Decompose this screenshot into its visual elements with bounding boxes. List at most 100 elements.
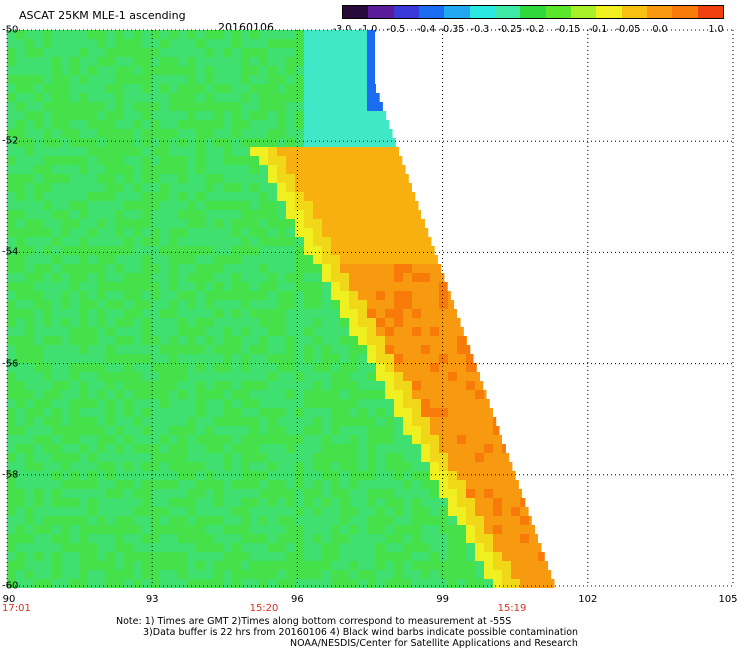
data-cell [331,552,340,561]
data-cell [313,489,322,498]
data-cell [16,336,25,345]
data-cell [16,561,25,570]
data-cell [106,282,115,291]
data-cell [61,336,70,345]
data-cell [214,516,223,525]
data-cell [205,156,214,165]
data-cell [187,345,196,354]
data-cell [43,291,52,300]
data-cell [106,579,115,588]
data-cell [79,228,88,237]
data-cell [106,291,115,300]
data-cell [439,399,448,408]
data-cell [277,156,286,165]
data-cell [16,57,25,66]
data-cell [61,57,70,66]
data-cell [160,120,169,129]
data-cell [7,291,16,300]
data-cell [70,255,79,264]
data-cell [259,210,268,219]
data-cell [187,183,196,192]
data-cell [34,516,43,525]
data-cell [259,381,268,390]
data-cell [268,525,277,534]
data-cell [52,210,61,219]
data-cell [43,39,52,48]
data-cell [439,345,448,354]
data-cell [223,93,232,102]
data-cell [331,165,340,174]
data-cell [223,237,232,246]
data-cell [133,147,142,156]
data-cell [7,543,16,552]
data-cell [196,453,205,462]
data-cell [412,318,421,327]
data-cell [169,345,178,354]
data-cell [97,291,106,300]
data-cell [367,273,376,282]
note-line-1: Note: 1) Times are GMT 2)Times along bot… [116,616,512,627]
data-cell [88,570,97,579]
data-cell [88,255,97,264]
data-cell [34,417,43,426]
data-cell [88,408,97,417]
data-cell [277,84,286,93]
data-cell [25,363,34,372]
data-cell [133,30,142,39]
data-cell [421,489,430,498]
data-cell [457,507,466,516]
data-cell [169,48,178,57]
data-cell [160,516,169,525]
data-cell [313,138,322,147]
data-cell [196,84,205,93]
data-cell [394,156,403,165]
data-cell [241,156,250,165]
data-cell [232,93,241,102]
data-cell [511,507,520,516]
data-cell [7,147,16,156]
data-cell [214,138,223,147]
data-cell [349,354,358,363]
data-cell [367,66,375,75]
data-cell [142,579,151,588]
data-cell [304,507,313,516]
data-cell [34,336,43,345]
data-cell [259,471,268,480]
data-cell [205,192,214,201]
data-cell [43,246,52,255]
data-cell [97,381,106,390]
data-cell [250,453,259,462]
data-cell [502,462,511,471]
data-cell [403,318,412,327]
data-cell [268,84,277,93]
data-cell [52,435,61,444]
data-cell [313,579,322,588]
data-cell [142,102,151,111]
data-cell [295,498,304,507]
data-cell [196,372,205,381]
data-cell [187,165,196,174]
data-cell [358,75,367,84]
data-cell [223,417,232,426]
data-cell [223,372,232,381]
data-cell [70,111,79,120]
data-cell [367,138,376,147]
data-cell [358,138,367,147]
data-cell [277,525,286,534]
data-cell [52,363,61,372]
data-cell [529,561,538,570]
data-cell [493,480,502,489]
data-cell [430,552,439,561]
data-cell [79,579,88,588]
data-cell [331,219,340,228]
color-scale-segment [393,6,419,18]
data-cell [403,273,412,282]
data-cell [196,498,205,507]
data-cell [295,345,304,354]
data-cell [457,462,466,471]
data-cell [106,57,115,66]
data-cell [268,462,277,471]
data-cell [466,570,475,579]
data-cell [178,354,187,363]
data-cell [7,516,16,525]
